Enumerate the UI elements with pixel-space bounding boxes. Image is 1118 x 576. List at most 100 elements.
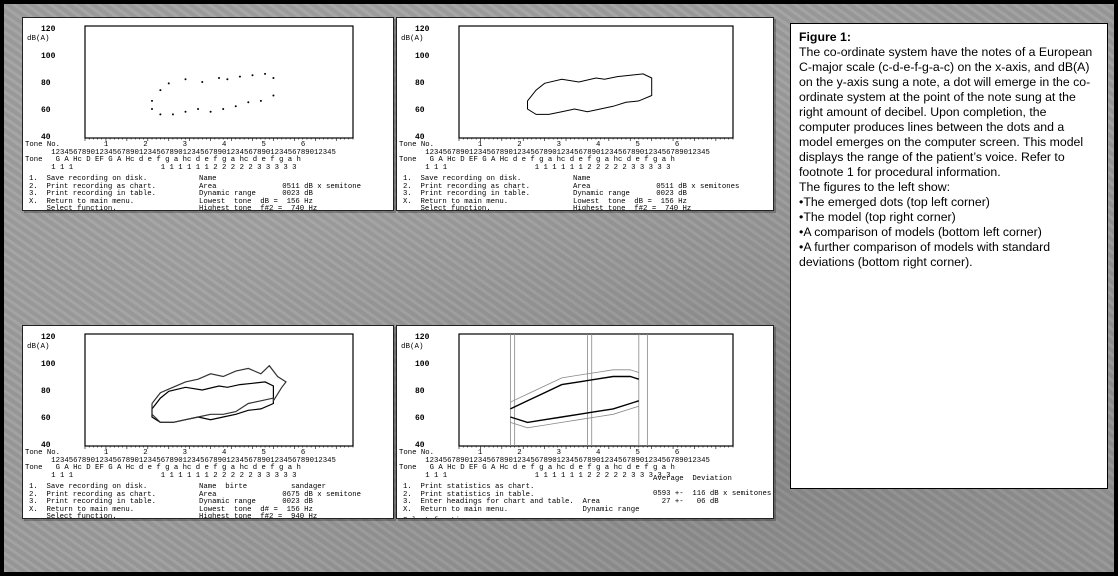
menu-option[interactable]: _ Select function. [29,205,117,211]
y-tick-label: 60 [41,414,51,423]
plot-frame [84,333,354,447]
plot-frame [458,333,734,447]
panel-model: dB(A) 120 100 80 60 40 Tone No. 1 2 3 4 5 6 12… [396,17,774,211]
recording-info: Name Area 0511 dB x semitone Dynamic range… [199,175,361,210]
y-tick-label: 100 [41,360,56,369]
menu-option[interactable]: 2. Print statistics in table. [403,490,535,499]
data-point [159,89,162,92]
menu-option[interactable]: 1. Save recording on disk. [403,175,522,183]
data-point [184,110,187,113]
tone-axis: Tone No. 1 2 3 4 5 6 1234567890123456789… [25,141,336,172]
function-menu[interactable]: 1. Save recording on disk. 2. Print recor… [29,483,156,519]
tone-no-label: Tone No. 1 2 3 4 5 6 [25,449,306,457]
tone-axis: Tone No. 1 2 3 4 5 6 1234567890123456789… [25,449,336,480]
menu-option[interactable]: X. Return to main menu. [29,505,135,514]
data-point [238,75,241,78]
function-menu[interactable]: 1. Save recording on disk. 2. Print recor… [403,175,530,211]
menu-option[interactable]: 1. Print statistics as chart. [403,483,535,491]
data-point [251,74,254,77]
data-point [151,108,153,110]
tone-sub: 1 1 1 1 1 1 1 1 1 2 2 2 2 2 3 3 3 3 3 [399,471,671,480]
recording-info: Name Area 0511 dB x semitones Dynamic rang… [573,175,740,210]
info-line: Dynamic range 0023 dB [199,498,313,507]
plot-frame [84,25,354,139]
caption-body: The co-ordinate system have the notes of… [799,45,1093,179]
caption-item-model: The model (top right corner) [799,210,1099,225]
data-point [222,108,225,110]
menu-option[interactable]: _ Select function. [403,205,491,211]
y-tick-label: 100 [415,360,430,369]
menu-option[interactable]: _ Select function. [29,513,117,519]
menu-option[interactable]: X. Return to main menu. Dynamic range [403,505,640,514]
menu-option[interactable]: 1. Save recording on disk. [29,483,148,491]
y-tick-label: 120 [415,333,430,342]
recording-info: Name birte sandager Area 0675 dB x semito… [199,483,362,519]
y-axis-label: dB(A) [27,35,50,43]
y-tick-label: 120 [41,25,56,34]
y-tick-label: 60 [415,106,425,115]
data-point [272,94,275,97]
caption-list: The emerged dots (top left corner) The m… [799,195,1099,270]
menu-option[interactable]: 2. Print recording as chart. [403,182,530,191]
stats-line: 27 +- 06 dB [653,497,719,506]
data-point [159,113,162,116]
function-menu[interactable]: 1. Save recording on disk. 2. Print recor… [29,175,156,211]
data-point [209,110,212,113]
data-point [259,99,262,102]
plot-frame [458,25,734,139]
function-menu[interactable]: 1. Print statistics as chart. 2. Print st… [403,483,640,519]
data-point [151,99,153,102]
tone-no-label: Tone No. 1 2 3 4 5 6 [25,141,306,149]
tone-names: Tone G A Hc D EF G A Hc d e f g a hc d e… [25,156,301,165]
menu-option[interactable]: X. Return to main menu. [403,197,509,206]
menu-option[interactable]: 3. Enter headings for chart and table. A… [403,498,601,507]
info-line: Name birte sandager [199,483,326,491]
data-point [197,108,200,110]
tone-no-label: Tone No. 1 2 3 4 5 6 [399,141,680,149]
info-line: Area 0511 dB x semitones [573,182,740,191]
caption-list-intro: The figures to the left show: [799,180,951,194]
data-point [247,101,250,104]
figure-caption: Figure 1: The co-ordinate system have th… [790,23,1108,489]
data-point [171,113,174,116]
y-tick-label: 120 [415,25,430,34]
menu-option[interactable]: 1. Save recording on disk. [29,175,148,183]
y-tick-label: 80 [41,79,51,88]
info-line: Area 0675 dB x semitone [199,490,362,499]
menu-option[interactable]: 3. Print recording in table. [403,190,530,199]
y-tick-label: 100 [41,52,56,61]
data-point [272,76,275,79]
statistics: Average Deviation 0593 +- 116 dB x semit… [653,475,771,506]
info-line: Lowest tone dB = 156 Hz [199,197,313,206]
tone-sub: 1 1 1 1 1 1 1 1 1 2 2 2 2 2 3 3 3 3 3 [399,163,671,172]
caption-item-comparison: A comparison of models (bottom left corn… [799,225,1099,240]
menu-option[interactable]: 3. Print recording in table. [29,190,156,199]
data-point [234,105,237,108]
panel-model-comparison: dB(A) 120 100 80 60 40 Tone No. 1 2 3 4 5 6 12… [22,325,394,519]
data-point [167,82,170,85]
caption-item-deviations: A further comparison of models with stan… [799,240,1099,270]
caption-title: Figure 1: [799,30,851,44]
panel-emerged-dots: dB(A) 120 100 80 60 40 Tone No. 1 2 3 4 5 6 12… [22,17,394,211]
average-upper-contour [510,375,640,410]
menu-option[interactable]: X. Return to main menu. [29,197,135,206]
menu-option[interactable]: 2. Print recording as chart. [29,182,156,191]
y-tick-label: 60 [41,106,51,115]
data-point [218,76,220,79]
data-point [264,72,267,75]
y-tick-label: 40 [41,441,51,450]
info-line: Dynamic range 0023 dB [199,190,313,199]
info-line: Name [573,175,591,183]
data-point [184,78,187,81]
tone-sub: 1 1 1 1 1 1 1 1 1 2 2 2 2 2 3 3 3 3 3 [25,163,297,172]
y-tick-label: 40 [415,133,425,142]
tone-names: Tone G A Hc D EF G A Hc d e f g a hc d e… [25,464,301,473]
average-lower-contour [510,400,640,424]
info-line: Highest tone f#2 = 940 Hz [199,513,318,519]
menu-option[interactable]: 2. Print recording as chart. [29,490,156,499]
menu-option[interactable]: 3. Print recording in table. [29,498,156,507]
y-tick-label: 100 [415,52,430,61]
select-function-prompt[interactable]: Select function : _ [403,518,486,519]
y-tick-label: 80 [415,79,425,88]
tone-names: Tone G A Hc D EF G A Hc d e f g a hc d e… [399,156,675,165]
